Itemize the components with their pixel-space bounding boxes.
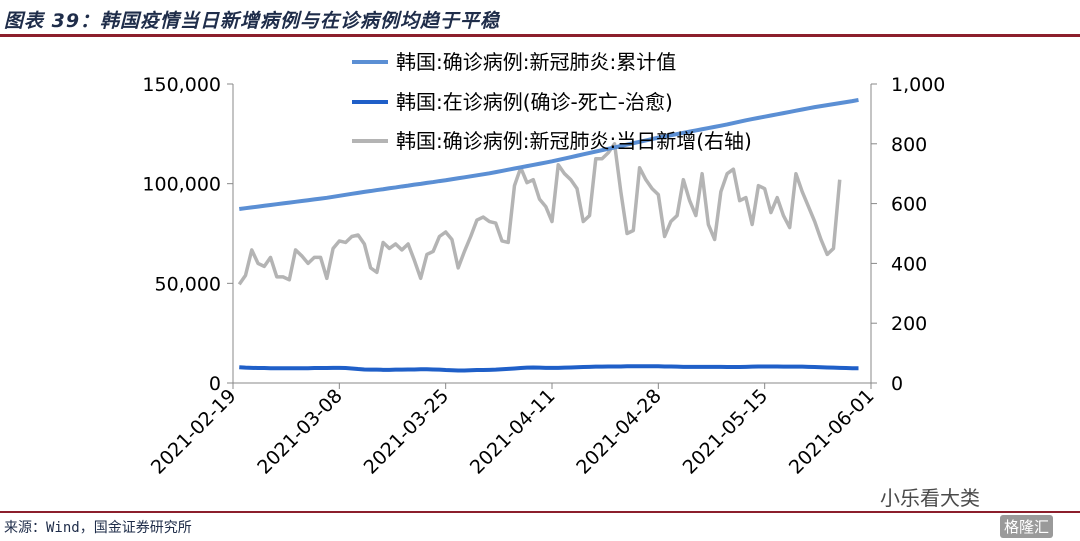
series-daily-line [237,142,842,286]
x-tick-label: 2021-03-08 [253,385,347,479]
footer-divider [0,511,1080,513]
y-left-tick-label: 50,000 [155,273,221,295]
x-tick-label: 2021-02-19 [147,385,241,479]
series-layer [237,97,859,373]
title-bar: 图表 39：韩国疫情当日新增病例与在诊病例均趋于平稳 [0,0,1080,34]
source-note: 来源：Wind，国金证券研究所 [4,520,192,536]
legend-item-active: 韩国:在诊病例(确诊-死亡-治愈) [352,90,673,114]
y-left-tick-label: 150,000 [142,74,221,96]
watermark-text: 小乐看大类 [880,486,980,510]
legend-label: 韩国:确诊病例:新冠肺炎:累计值 [396,50,676,74]
legend-item-daily: 韩国:确诊病例:新冠肺炎:当日新增(右轴) [352,129,752,153]
y-left-tick-label: 100,000 [142,174,221,196]
y-right-tick-label: 800 [891,134,927,156]
y-right-tick-label: 600 [891,194,927,216]
line-chart: 0 50,000 100,000 150,000 0 200 400 600 800 1,000 2… [142,50,945,479]
x-tick-label: 2021-05-15 [679,385,773,479]
series-active-line [239,364,859,373]
x-tick-label: 2021-03-25 [360,385,454,479]
x-tick-label: 2021-04-11 [466,385,560,479]
y-right-tick-label: 400 [891,253,927,275]
watermark-logo: 格隆汇 [1000,515,1054,538]
legend-item-cumulative: 韩国:确诊病例:新冠肺炎:累计值 [352,50,676,74]
x-tick-label: 2021-06-01 [785,385,879,479]
title-divider [0,34,1080,37]
y-left-tick-label: 0 [209,373,221,395]
y-right-tick-label: 0 [891,373,903,395]
series-cumulative-line [238,97,859,211]
chart-title: 图表 39：韩国疫情当日新增病例与在诊病例均趋于平稳 [4,10,501,32]
x-tick-label: 2021-04-28 [572,385,666,479]
y-right-tick-label: 200 [891,313,927,335]
legend-label: 韩国:确诊病例:新冠肺炎:当日新增(右轴) [396,129,752,153]
legend-label: 韩国:在诊病例(确诊-死亡-治愈) [396,90,673,114]
y-right-tick-label: 1,000 [891,74,945,96]
